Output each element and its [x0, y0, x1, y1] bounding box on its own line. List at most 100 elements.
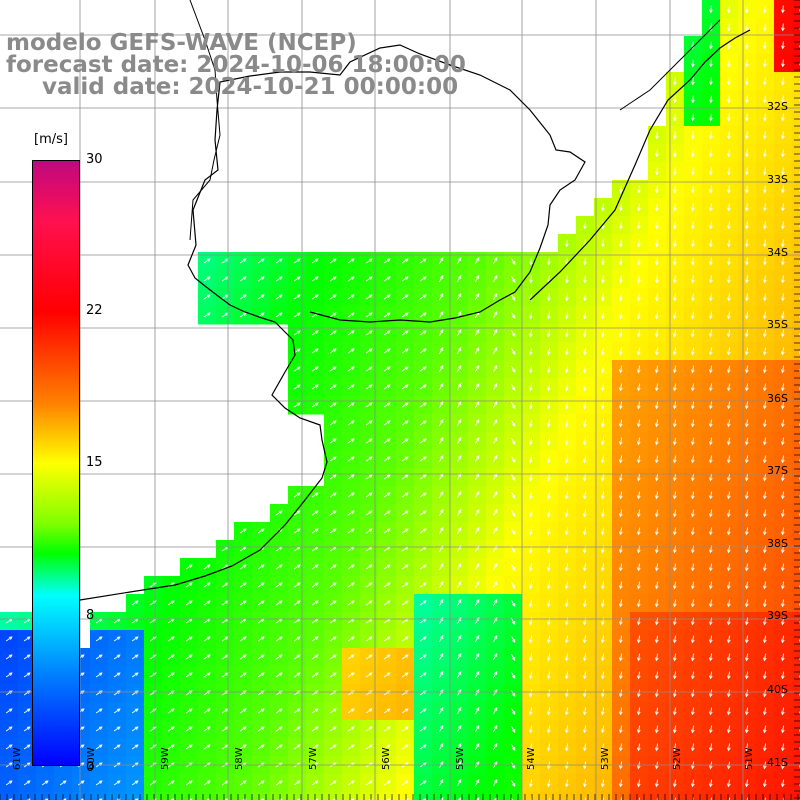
wind-arrow	[529, 437, 533, 445]
wind-arrowhead	[439, 671, 444, 675]
wind-arrow	[311, 510, 319, 516]
wind-speed-cell	[486, 792, 505, 800]
wind-arrowhead	[565, 531, 569, 536]
wind-arrowhead	[332, 672, 337, 676]
wind-arrowhead	[493, 779, 498, 783]
wind-arrow	[492, 455, 498, 463]
wind-arrowhead	[709, 693, 713, 698]
wind-arrow	[365, 384, 373, 390]
wind-arrow	[673, 689, 677, 697]
wind-arrow	[131, 780, 139, 786]
wind-arrow	[709, 419, 713, 427]
wind-arrowhead	[422, 600, 427, 604]
latitude-label: 38S	[767, 537, 788, 550]
wind-arrow	[383, 636, 391, 642]
wind-arrow	[763, 491, 767, 499]
wind-arrow	[764, 167, 766, 175]
wind-arrowhead	[350, 402, 355, 406]
wind-arrow	[510, 743, 516, 751]
wind-arrow	[763, 743, 767, 751]
wind-arrow	[709, 311, 713, 319]
wind-arrowhead	[745, 585, 749, 590]
wind-arrow	[401, 582, 409, 588]
wind-arrowhead	[404, 420, 409, 424]
wind-arrowhead	[368, 438, 373, 442]
wind-arrow	[477, 797, 480, 800]
wind-speed-cell	[72, 792, 91, 800]
wind-speed-cell	[792, 414, 800, 433]
wind-arrowhead	[8, 708, 13, 712]
wind-arrowhead	[691, 585, 695, 590]
wind-arrowhead	[763, 711, 767, 716]
wind-arrow	[347, 546, 355, 552]
wind-arrowhead	[206, 582, 211, 586]
wind-arrowhead	[493, 599, 498, 603]
wind-arrow	[257, 726, 265, 732]
wind-arrowhead	[26, 726, 31, 730]
wind-arrow	[637, 383, 641, 391]
wind-arrowhead	[673, 81, 677, 86]
wind-arrow	[456, 491, 462, 499]
wind-arrowhead	[188, 600, 193, 604]
wind-arrow	[746, 149, 748, 157]
wind-arrowhead	[691, 639, 695, 644]
wind-speed-cell	[540, 792, 559, 800]
wind-arrow	[492, 419, 498, 427]
wind-arrowhead	[547, 747, 551, 752]
longitude-label: 58W	[234, 747, 245, 770]
longitude-label: 55W	[455, 747, 466, 770]
wind-arrow	[637, 455, 641, 463]
wind-arrowhead	[170, 600, 175, 604]
wind-arrow	[565, 581, 569, 589]
wind-arrow	[456, 473, 462, 481]
wind-arrow	[565, 437, 569, 445]
wind-arrow	[365, 636, 373, 642]
wind-arrowhead	[781, 351, 785, 356]
wind-arrowhead	[457, 275, 462, 279]
wind-speed-cell	[234, 792, 253, 800]
wind-arrow	[565, 509, 569, 517]
wind-speed-cell	[792, 126, 800, 145]
wind-arrow	[474, 689, 480, 697]
wind-arrowhead	[439, 653, 444, 657]
wind-speed-cell	[774, 792, 793, 800]
wind-arrow	[745, 599, 749, 607]
wind-arrow	[619, 581, 623, 589]
wind-arrow	[638, 257, 640, 265]
wind-arrowhead	[386, 330, 391, 334]
wind-arrow	[709, 437, 713, 445]
wind-arrowhead	[709, 243, 713, 248]
wind-speed-cell	[792, 252, 800, 271]
wind-arrowhead	[763, 279, 767, 284]
wind-arrow	[329, 708, 337, 714]
wind-arrowhead	[529, 657, 533, 662]
wind-arrow	[566, 293, 568, 301]
wind-arrowhead	[457, 365, 462, 369]
wind-arrowhead	[565, 747, 569, 752]
wind-arrowhead	[206, 636, 211, 640]
wind-arrowhead	[278, 510, 283, 514]
wind-arrow	[547, 437, 551, 445]
wind-arrow	[529, 671, 533, 679]
wind-arrowhead	[439, 527, 444, 531]
wind-arrowhead	[206, 654, 211, 658]
wind-arrowhead	[565, 423, 569, 428]
wind-arrow	[529, 581, 533, 589]
wind-arrowhead	[745, 513, 749, 518]
wind-arrowhead	[368, 312, 373, 316]
wind-arrow	[474, 437, 480, 445]
wind-arrowhead	[134, 672, 139, 676]
wind-arrow	[709, 671, 713, 679]
wind-arrowhead	[368, 726, 373, 730]
wind-arrow	[510, 329, 516, 337]
wind-arrow	[438, 527, 444, 535]
wind-arrowhead	[763, 369, 767, 374]
wind-arrow	[709, 329, 713, 337]
wind-arrowhead	[745, 747, 749, 752]
wind-arrowhead	[332, 564, 337, 568]
wind-arrow	[745, 491, 749, 499]
wind-arrow	[692, 59, 694, 67]
wind-arrow	[365, 420, 373, 426]
wind-arrow	[347, 672, 355, 678]
